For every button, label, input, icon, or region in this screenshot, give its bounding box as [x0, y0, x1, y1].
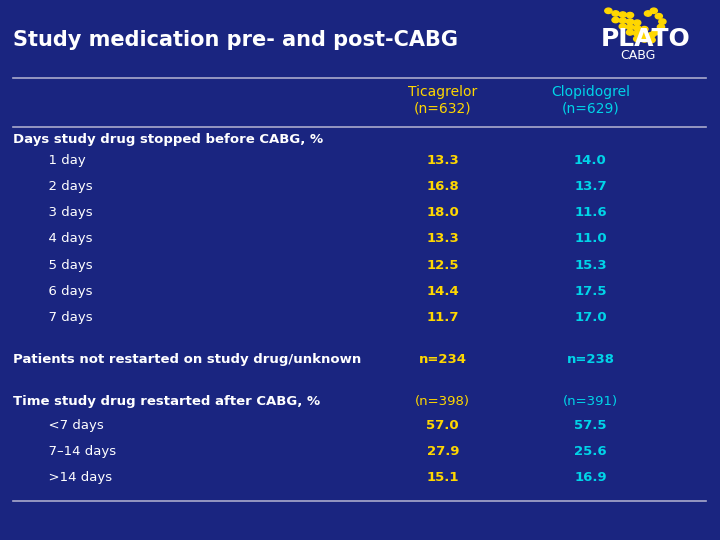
Text: 27.9: 27.9	[426, 445, 459, 458]
Circle shape	[655, 14, 662, 19]
Circle shape	[612, 11, 619, 16]
Circle shape	[619, 24, 626, 29]
Circle shape	[626, 30, 634, 35]
Circle shape	[648, 37, 655, 43]
Text: Study medication pre- and post-CABG: Study medication pre- and post-CABG	[13, 30, 458, 51]
Text: Time study drug restarted after CABG, %: Time study drug restarted after CABG, %	[13, 395, 320, 408]
Text: 1 day: 1 day	[40, 154, 86, 167]
Circle shape	[619, 18, 626, 23]
Circle shape	[634, 36, 641, 42]
Circle shape	[641, 26, 648, 32]
Circle shape	[626, 24, 634, 30]
Text: 11.0: 11.0	[574, 232, 607, 246]
Circle shape	[634, 31, 641, 36]
Text: 7 days: 7 days	[40, 311, 92, 324]
Text: PLATO: PLATO	[601, 27, 691, 51]
Text: 17.0: 17.0	[574, 311, 607, 324]
Text: CABG: CABG	[621, 49, 656, 62]
Circle shape	[641, 31, 648, 37]
Circle shape	[634, 20, 641, 25]
Text: 18.0: 18.0	[426, 206, 459, 219]
Text: 13.7: 13.7	[574, 180, 607, 193]
Text: 2 days: 2 days	[40, 180, 92, 193]
Circle shape	[605, 8, 612, 14]
Text: <7 days: <7 days	[40, 419, 104, 432]
Text: 6 days: 6 days	[40, 285, 92, 298]
Bar	[0, 0, 720, 78]
Circle shape	[648, 32, 655, 38]
Circle shape	[626, 12, 634, 18]
Text: 14.0: 14.0	[574, 154, 607, 167]
Text: 11.6: 11.6	[574, 206, 607, 219]
Text: >14 days: >14 days	[40, 471, 112, 484]
Text: 12.5: 12.5	[426, 259, 459, 272]
Text: 15.3: 15.3	[574, 259, 607, 272]
Text: Ticagrelor
(n=632): Ticagrelor (n=632)	[408, 85, 477, 115]
Text: 25.6: 25.6	[574, 445, 607, 458]
Text: 57.0: 57.0	[426, 419, 459, 432]
Circle shape	[641, 37, 648, 42]
Text: 57.5: 57.5	[574, 419, 607, 432]
Circle shape	[652, 30, 659, 35]
Text: (n=391): (n=391)	[563, 395, 618, 408]
Text: Patients not restarted on study drug/unknown: Patients not restarted on study drug/unk…	[13, 353, 361, 367]
Text: 14.4: 14.4	[426, 285, 459, 298]
Text: 17.5: 17.5	[574, 285, 607, 298]
Circle shape	[626, 19, 634, 24]
Text: 16.9: 16.9	[574, 471, 607, 484]
Text: 4 days: 4 days	[40, 232, 92, 246]
Circle shape	[619, 12, 626, 17]
Circle shape	[612, 17, 619, 23]
Text: Clopidogrel
(n=629): Clopidogrel (n=629)	[551, 85, 630, 115]
Text: 13.3: 13.3	[426, 154, 459, 167]
Circle shape	[650, 8, 657, 14]
Text: n=238: n=238	[567, 353, 614, 367]
Text: (n=398): (n=398)	[415, 395, 470, 408]
Circle shape	[657, 24, 665, 30]
Text: 5 days: 5 days	[40, 259, 92, 272]
Text: 15.1: 15.1	[426, 471, 459, 484]
Text: 11.7: 11.7	[426, 311, 459, 324]
Text: Days study drug stopped before CABG, %: Days study drug stopped before CABG, %	[13, 133, 323, 146]
Text: 16.8: 16.8	[426, 180, 459, 193]
Circle shape	[644, 11, 652, 16]
Text: 7–14 days: 7–14 days	[40, 445, 116, 458]
Circle shape	[634, 25, 641, 31]
Text: 13.3: 13.3	[426, 232, 459, 246]
Circle shape	[659, 19, 666, 24]
Text: n=234: n=234	[419, 353, 467, 367]
Text: 3 days: 3 days	[40, 206, 92, 219]
